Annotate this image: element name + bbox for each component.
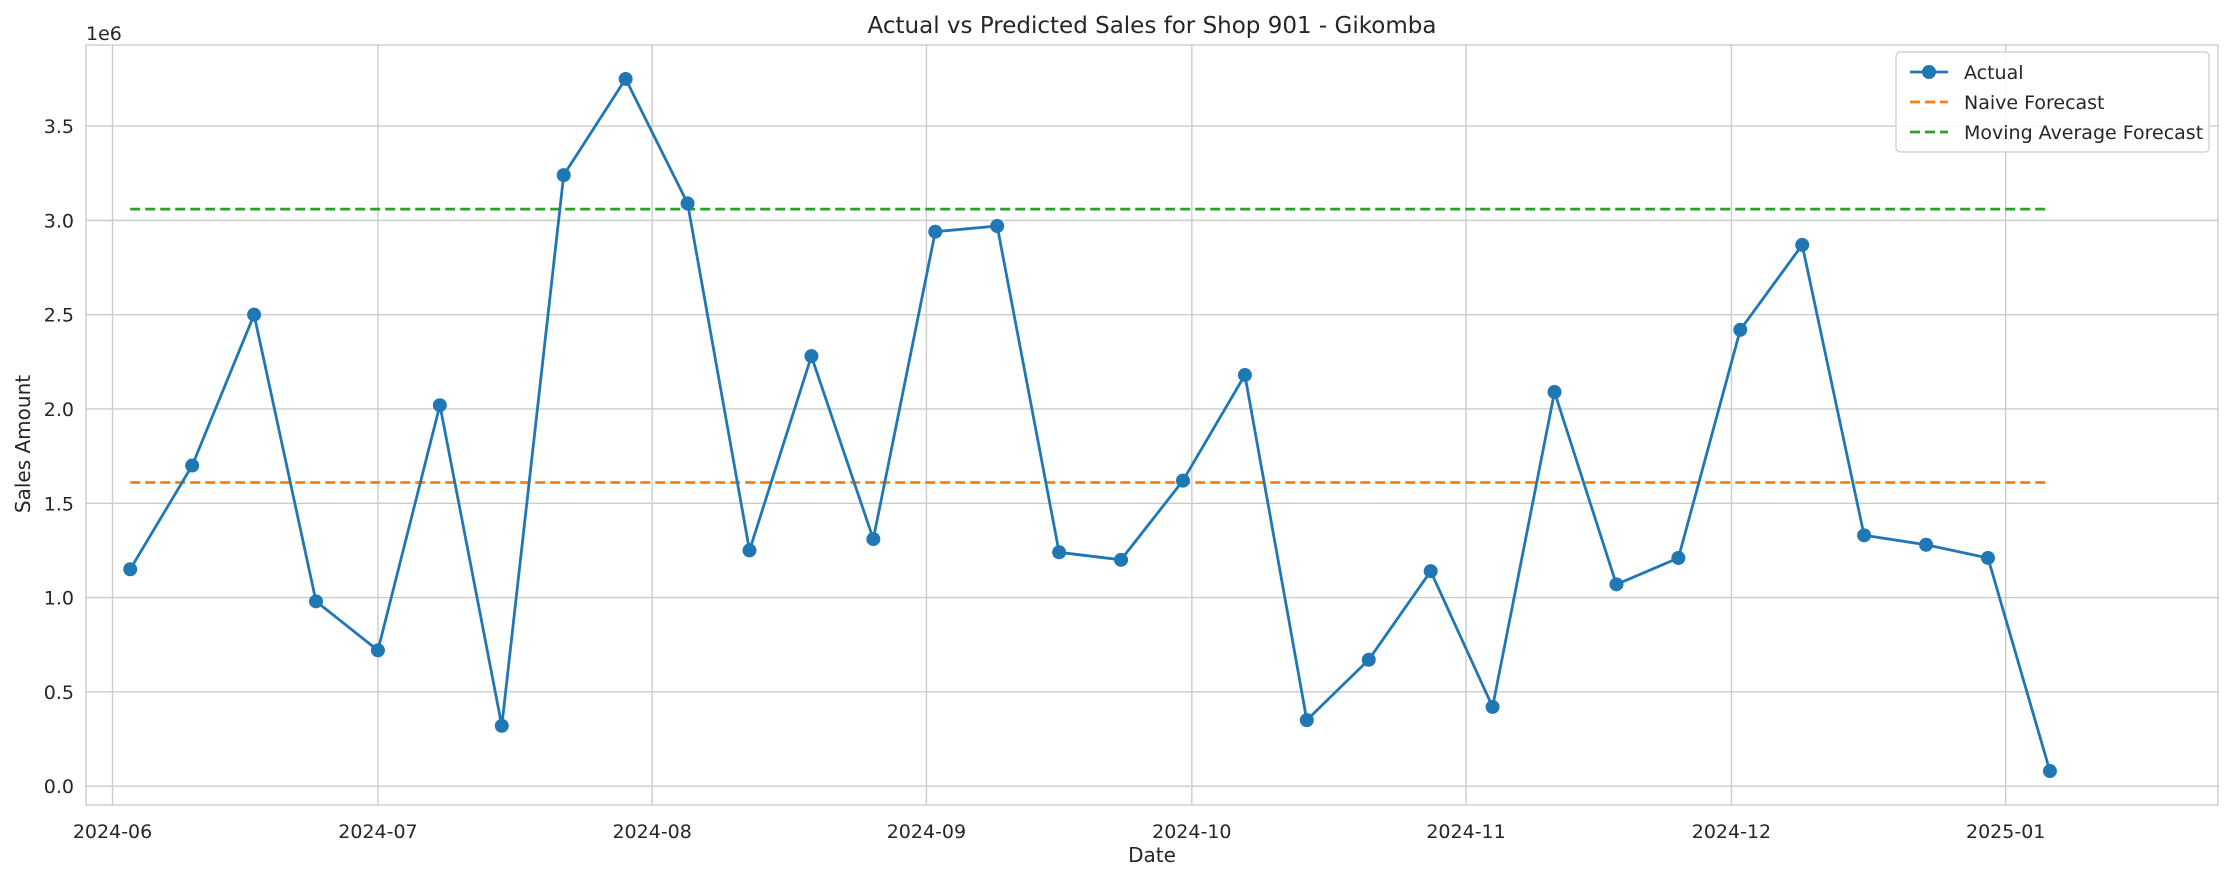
data-point (1485, 699, 1500, 714)
data-point (370, 643, 385, 658)
legend: Actual Naive Forecast Moving Average Forec… (1895, 51, 2210, 153)
x-tick-labels: 2024-06 2024-07 2024-08 2024-09 2024-10 2024-… (73, 821, 2046, 843)
y-gridlines (86, 125, 2218, 787)
series-line (128, 77, 2052, 772)
data-point (123, 562, 138, 577)
data-point (1980, 550, 1995, 565)
y-tick-label: 0.0 (44, 776, 74, 798)
data-point (1547, 384, 1562, 399)
data-point (1052, 545, 1067, 560)
chart-title: Actual vs Predicted Sales for Shop 901 -… (868, 13, 1437, 39)
data-point (680, 196, 695, 211)
data-point (1919, 537, 1934, 552)
legend-items: Actual Naive Forecast Moving Average Forec… (1910, 62, 2203, 144)
y-tick-label: 3.5 (44, 116, 74, 138)
data-point (247, 307, 262, 322)
data-point (1795, 237, 1810, 252)
x-tick-label: 2024-09 (887, 821, 966, 843)
data-point (1237, 368, 1252, 383)
data-point (1361, 652, 1376, 667)
x-axis-label: Date (1128, 843, 1176, 867)
data-point (1671, 550, 1686, 565)
x-tick-label: 2024-11 (1426, 821, 1505, 843)
x-tick-label: 2024-07 (338, 821, 417, 843)
legend-label: Naive Forecast (1964, 92, 2105, 114)
x-tick-label: 2024-06 (73, 821, 152, 843)
y-tick-label: 1.0 (44, 588, 74, 610)
data-point (804, 349, 819, 364)
data-point (928, 224, 943, 239)
y-tick-label: 3.0 (44, 210, 74, 232)
data-point (556, 168, 571, 183)
data-point (309, 594, 324, 609)
data-point (1114, 552, 1129, 567)
data-point (742, 543, 757, 558)
y-tick-labels: 0.0 0.5 1.0 1.5 2.0 2.5 3.0 3.5 (44, 116, 74, 798)
data-point (1175, 473, 1190, 488)
data-point (185, 458, 200, 473)
data-point (618, 71, 633, 86)
y-multiplier-label: 1e6 (86, 23, 122, 45)
data-point (494, 718, 509, 733)
y-tick-label: 2.0 (44, 399, 74, 421)
legend-label: Actual (1964, 62, 2024, 84)
x-tick-label: 2024-08 (612, 821, 691, 843)
y-tick-label: 0.5 (44, 682, 74, 704)
data-point (866, 532, 881, 547)
data-point (432, 398, 447, 413)
legend-label: Moving Average Forecast (1964, 122, 2203, 144)
x-tick-label: 2024-10 (1152, 821, 1231, 843)
data-point (1299, 713, 1314, 728)
data-point (1423, 564, 1438, 579)
data-point (1733, 322, 1748, 337)
data-point (990, 219, 1005, 234)
legend-marker (1922, 65, 1936, 79)
y-axis-label: Sales Amount (11, 375, 35, 513)
y-tick-label: 1.5 (44, 493, 74, 515)
x-tick-label: 2025-01 (1966, 821, 2045, 843)
x-tick-label: 2024-12 (1692, 821, 1771, 843)
y-tick-label: 2.5 (44, 305, 74, 327)
x-gridlines (111, 45, 2007, 805)
data-point (1857, 528, 1872, 543)
data-point (2042, 764, 2057, 779)
data-point (1609, 577, 1624, 592)
legend-box (1895, 51, 2210, 153)
series-layer (123, 71, 2057, 779)
plot-frame (85, 44, 2219, 806)
